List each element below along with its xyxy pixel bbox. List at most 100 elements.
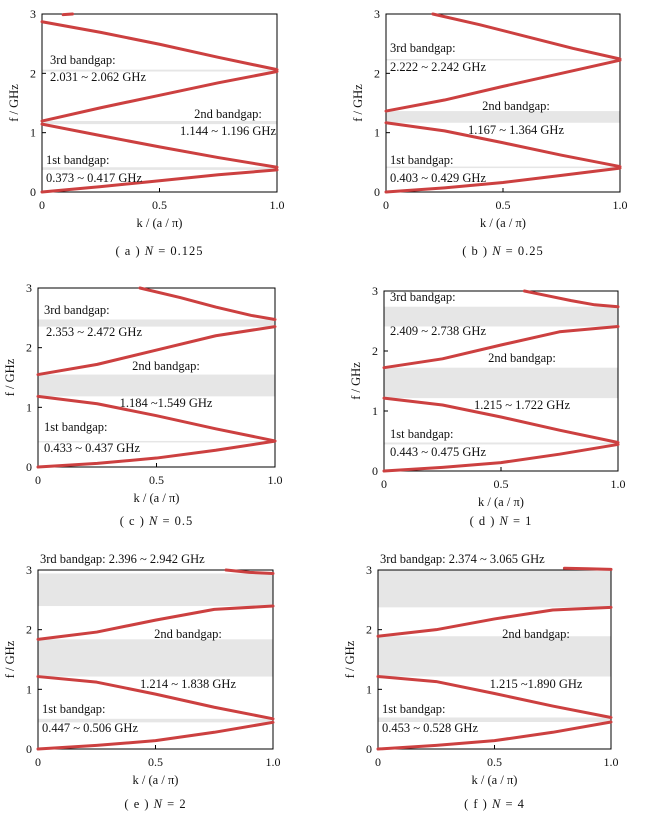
y-tick-label: 3 <box>30 7 36 21</box>
bandgap-label-3: 3rd bandgap: <box>50 53 116 67</box>
x-axis-label: k / (a / π) <box>137 216 183 230</box>
panel-caption: ( e ) N = 2 <box>124 797 186 811</box>
bandgap-region-1 <box>38 718 273 723</box>
x-tick-label: 1.0 <box>611 477 626 491</box>
y-axis-label: f / GHz <box>7 84 21 122</box>
panel-b: 0 0.5 1.0 0 1 2 3 f / GHz k / (a / π) 1st bandgap… <box>351 7 628 258</box>
y-tick-label: 0 <box>372 464 378 478</box>
x-tick-label: 1.0 <box>613 198 628 212</box>
bandgap-region-1 <box>386 166 620 169</box>
y-axis-label: f / GHz <box>3 640 17 678</box>
bandgap-region-2 <box>386 111 620 123</box>
bandgap-label-3: 3rd bandgap: 2.374 ~ 3.065 GHz <box>380 552 545 566</box>
bandgap-label-1: 1st bandgap: <box>382 702 446 716</box>
x-axis-label: k / (a / π) <box>133 773 179 787</box>
x-tick-label: 0.5 <box>487 755 502 769</box>
bandgap-label-3: 3rd bandgap: 2.396 ~ 2.942 GHz <box>40 552 205 566</box>
x-tick-label: 1.0 <box>266 755 281 769</box>
x-tick-label: 1.0 <box>604 755 619 769</box>
bandgap-range-2: 1.215 ~ 1.722 GHz <box>474 398 570 412</box>
x-tick-label: 0 <box>35 473 41 487</box>
y-tick-label: 2 <box>366 623 372 637</box>
bandgap-region-1 <box>378 717 611 722</box>
y-tick-label: 2 <box>26 341 32 355</box>
x-tick-label: 0 <box>35 755 41 769</box>
bandgap-label-1: 1st bandgap: <box>390 427 454 441</box>
panel-caption: ( d ) N = 1 <box>470 514 533 528</box>
bandgap-region-3 <box>386 58 620 61</box>
panel-caption: ( f ) N = 4 <box>464 797 525 811</box>
bandgap-range-1: 0.433 ~ 0.437 GHz <box>44 441 140 455</box>
x-tick-label: 0.5 <box>149 473 164 487</box>
band-curve-2 <box>36 675 275 721</box>
y-tick-label: 1 <box>26 400 32 414</box>
y-tick-label: 3 <box>374 7 380 21</box>
y-tick-label: 2 <box>374 66 380 80</box>
band-curve-3 <box>40 69 279 123</box>
x-tick-label: 0 <box>375 755 381 769</box>
bandgap-label-1: 1st bandgap: <box>42 702 106 716</box>
band-curve-5 <box>61 12 75 17</box>
bandgap-range-3: 2.031 ~ 2.062 GHz <box>50 70 146 84</box>
band-curve-3 <box>384 58 622 113</box>
panel-f: 0 0.5 1.0 0 1 2 3 f / GHz k / (a / π) 1st bandgap… <box>343 552 619 811</box>
panel-caption: ( b ) N = 0.25 <box>462 244 543 258</box>
bandgap-range-1: 0.373 ~ 0.417 GHz <box>46 171 142 185</box>
bandgap-region-3 <box>38 319 275 327</box>
panel-a: 0 0.5 1.0 0 1 2 3 f / GHz k / (a / π) 1st bandgap… <box>7 7 285 258</box>
bandgap-label-1: 1st bandgap: <box>46 153 110 167</box>
bandgap-range-2: 1.184 ~1.549 GHz <box>120 396 213 410</box>
y-tick-label: 0 <box>374 185 380 199</box>
band-curve-4 <box>522 289 620 309</box>
band-curve-4 <box>40 20 279 72</box>
bandgap-label-2: 2nd bandgap: <box>132 359 200 373</box>
band-curve-2 <box>382 396 620 444</box>
band-curve-2 <box>40 122 279 169</box>
x-tick-label: 0 <box>383 198 389 212</box>
y-tick-label: 0 <box>30 185 36 199</box>
y-tick-label: 1 <box>30 126 36 140</box>
y-tick-label: 1 <box>366 682 372 696</box>
y-tick-label: 1 <box>26 682 32 696</box>
band-curve-4 <box>562 566 613 571</box>
bandgap-region-1 <box>384 442 618 445</box>
bandgap-range-1: 0.453 ~ 0.528 GHz <box>382 721 478 735</box>
bandgap-label-2: 2nd bandgap: <box>488 351 556 365</box>
bandgap-range-2: 1.215 ~1.890 GHz <box>490 677 583 691</box>
bandgap-range-1: 0.447 ~ 0.506 GHz <box>42 721 138 735</box>
band-curve-2 <box>376 675 613 719</box>
bandgap-region-2 <box>38 374 275 397</box>
y-tick-label: 3 <box>366 563 372 577</box>
panel-caption: ( c ) N = 0.5 <box>120 514 194 528</box>
bandgap-range-3: 2.409 ~ 2.738 GHz <box>390 324 486 338</box>
y-axis-label: f / GHz <box>343 640 357 678</box>
band-curve-1 <box>376 720 613 751</box>
x-tick-label: 0.5 <box>148 755 163 769</box>
bandgap-region-3 <box>42 69 277 72</box>
band-curve-3 <box>36 604 275 641</box>
bandgap-region-1 <box>42 167 277 170</box>
y-tick-label: 0 <box>26 460 32 474</box>
x-axis-label: k / (a / π) <box>134 491 180 505</box>
y-tick-label: 2 <box>30 66 36 80</box>
bandgap-range-3: 2.353 ~ 2.472 GHz <box>46 325 142 339</box>
band-curve-1 <box>384 166 622 194</box>
bandgap-range-1: 0.403 ~ 0.429 GHz <box>390 171 486 185</box>
panel-c: 0 0.5 1.0 0 1 2 3 f / GHz k / (a / π) 1st bandgap… <box>3 281 283 528</box>
bandgap-region-3 <box>378 570 611 608</box>
bandgap-region-3 <box>38 573 273 607</box>
y-axis-label: f / GHz <box>351 84 365 122</box>
x-tick-label: 0.5 <box>152 198 167 212</box>
x-axis-label: k / (a / π) <box>472 773 518 787</box>
bandgap-label-1: 1st bandgap: <box>390 153 454 167</box>
band-curve-1 <box>36 439 277 469</box>
x-tick-label: 1.0 <box>268 473 283 487</box>
x-tick-label: 0.5 <box>496 198 511 212</box>
panel-d: 0 0.5 1.0 0 1 2 3 f / GHz k / (a / π) 1st bandgap… <box>349 284 626 528</box>
y-tick-label: 3 <box>372 284 378 298</box>
bandgap-range-3: 2.222 ~ 2.242 GHz <box>390 60 486 74</box>
bandgap-label-3: 3rd bandgap: <box>390 41 456 55</box>
band-curve-2 <box>36 394 277 443</box>
bandgap-region-2 <box>38 639 273 677</box>
